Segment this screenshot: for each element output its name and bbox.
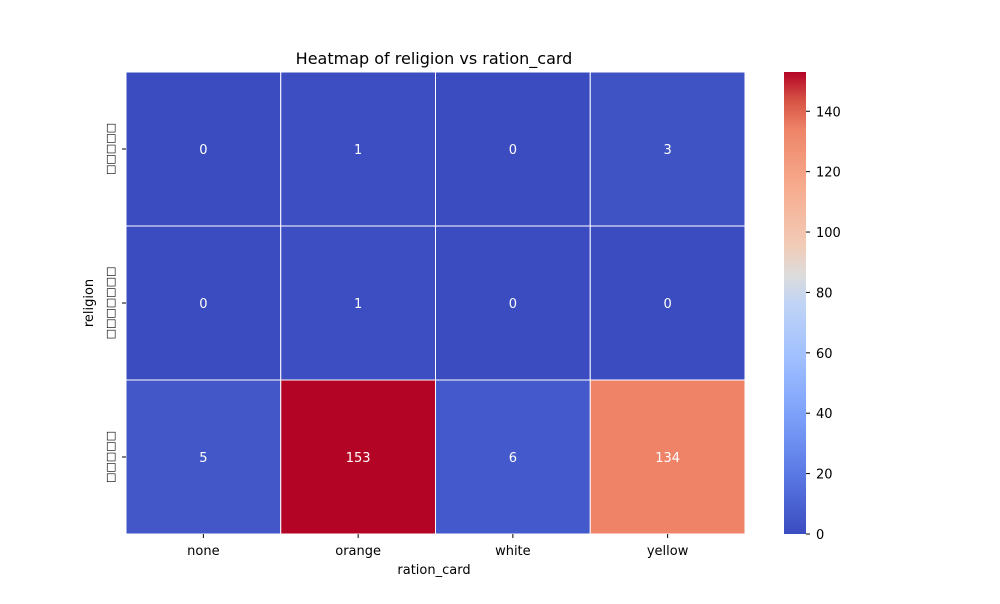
y-tick-label: □□□□□ bbox=[104, 431, 117, 483]
colorbar-tick-label: 20 bbox=[816, 468, 833, 483]
y-tick-label: □□□□□ bbox=[104, 123, 117, 175]
cell-value-label: 0 bbox=[509, 297, 517, 312]
heatmap-cell bbox=[589, 379, 746, 535]
x-axis-label: ration_card bbox=[397, 563, 470, 578]
heatmap-cell bbox=[125, 225, 282, 381]
colorbar-tick-label: 100 bbox=[816, 226, 841, 241]
x-tick-label: orange bbox=[335, 544, 381, 559]
cell-value-label: 0 bbox=[199, 297, 207, 312]
colorbar-tick-label: 140 bbox=[816, 105, 841, 120]
colorbar-tick-label: 60 bbox=[816, 347, 833, 362]
cell-value-label: 153 bbox=[346, 451, 371, 466]
heatmap-cell bbox=[125, 71, 282, 227]
heatmap-cell bbox=[589, 71, 746, 227]
y-tick-label: □□□□□□□ bbox=[104, 267, 117, 340]
chart-title: Heatmap of religion vs ration_card bbox=[296, 49, 573, 69]
x-tick-label: none bbox=[187, 544, 219, 559]
y-axis-label: religion bbox=[82, 279, 97, 327]
cell-value-label: 0 bbox=[199, 143, 207, 158]
heatmap-cell bbox=[589, 225, 746, 381]
cell-value-label: 3 bbox=[663, 143, 671, 158]
cell-value-label: 1 bbox=[354, 297, 362, 312]
colorbar-tick-label: 0 bbox=[816, 528, 824, 543]
cell-value-label: 1 bbox=[354, 143, 362, 158]
colorbar bbox=[784, 72, 806, 534]
colorbar-tick-label: 80 bbox=[816, 286, 833, 301]
heatmap-cell bbox=[280, 379, 436, 535]
heatmap-cell bbox=[435, 225, 591, 381]
heatmap-cell bbox=[435, 71, 591, 227]
cell-value-label: 0 bbox=[663, 297, 671, 312]
cell-value-label: 134 bbox=[655, 451, 680, 466]
x-tick-label: white bbox=[495, 544, 531, 559]
cell-value-label: 5 bbox=[199, 451, 207, 466]
cell-value-label: 6 bbox=[509, 451, 517, 466]
cell-value-label: 0 bbox=[509, 143, 517, 158]
heatmap-cell bbox=[280, 71, 436, 227]
colorbar-tick-label: 120 bbox=[816, 166, 841, 181]
heatmap-cell bbox=[280, 225, 436, 381]
x-tick-label: yellow bbox=[647, 544, 689, 559]
colorbar-tick-label: 40 bbox=[816, 407, 833, 422]
